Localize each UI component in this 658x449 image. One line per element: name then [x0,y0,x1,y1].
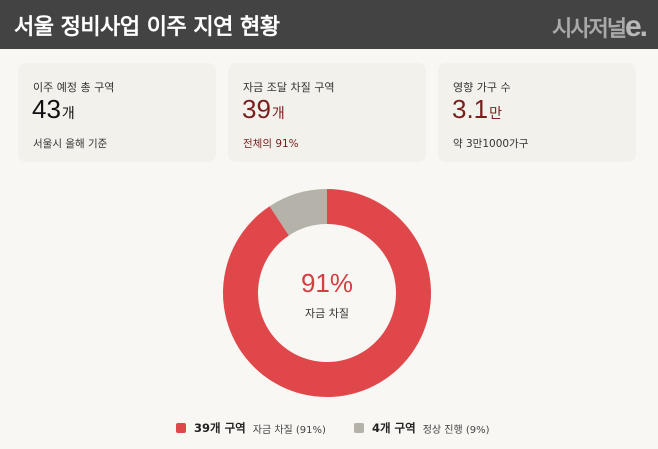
card-value: 39개 [242,94,285,125]
card-label: 자금 조달 차질 구역 [243,81,335,94]
value-unit: 만 [489,105,503,121]
logo-e: e. [624,10,648,43]
donut-center: 91% 자금 차질 [222,188,432,398]
card-label: 이주 예정 총 구역 [33,81,115,94]
logo-text: 시사저널 [552,16,627,41]
header-bar: 서울 정비사업 이주 지연 현황 시사저널e. [0,0,658,49]
value-unit: 개 [271,105,285,121]
legend-count: 4개 구역 [371,421,416,435]
donut-chart: 91% 자금 차질 [222,188,432,398]
card-subtext: 약 3만1000가구 [453,138,529,150]
value-number: 39 [242,94,271,124]
center-label: 자금 차질 [305,307,349,320]
legend-desc: 자금 차질 (91%) [252,424,326,436]
center-percentage: 91% [300,268,354,298]
card-value: 3.1만 [452,94,502,125]
legend-count: 39개 구역 [194,421,246,435]
segment-normal [269,189,327,236]
value-number: 43 [32,94,61,124]
publisher-logo: 시사저널e. [552,10,648,44]
legend-item-funding-issue: 39개 구역 자금 차질 (91%) [176,420,326,436]
segment-funding-issue [223,189,431,397]
card-subtext: 서울시 올해 기준 [33,138,108,150]
donut-svg [223,189,431,397]
legend-swatch [176,423,186,433]
legend-item-normal: 4개 구역 정상 진행 (9%) [353,420,490,436]
card-value: 43개 [32,94,75,125]
legend-desc: 정상 진행 (9%) [422,424,490,436]
stat-card-households: 영향 가구 수 3.1만 약 3만1000가구 [438,63,636,162]
stat-card-total-zones: 이주 예정 총 구역 43개 서울시 올해 기준 [18,63,216,162]
page-title: 서울 정비사업 이주 지연 현황 [14,15,280,40]
chart-legend: 39개 구역 자금 차질 (91%) 4개 구역 정상 진행 (9%) [176,420,518,436]
value-unit: 개 [61,105,75,121]
card-subtext: 전체의 91% [243,138,299,150]
legend-swatch [353,423,364,433]
card-label: 영향 가구 수 [453,81,511,94]
value-number: 3.1 [452,94,489,124]
stat-card-funding-issue: 자금 조달 차질 구역 39개 전체의 91% [228,63,426,162]
